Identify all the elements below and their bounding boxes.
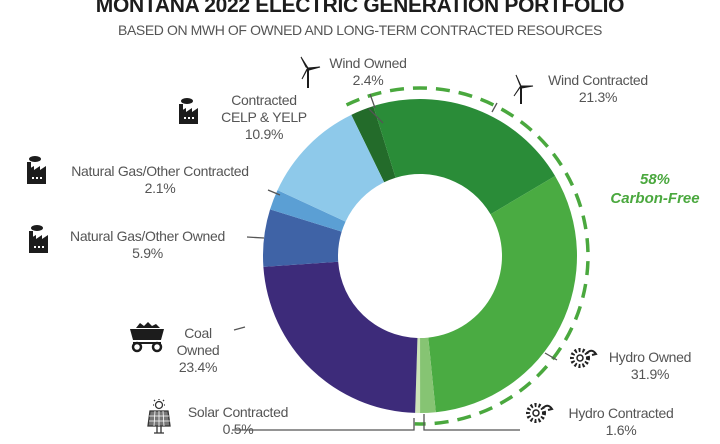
slice-wind-contracted (373, 99, 556, 215)
slice-natural-gas-other-contracted (270, 190, 346, 232)
hydro-turbine-icon (570, 348, 598, 368)
label-name: Wind Contracted (548, 72, 648, 88)
label-coal-owned: Coal Owned 23.4% (162, 325, 234, 376)
slice-wind-owned (351, 106, 396, 183)
label-value: 2.4% (352, 72, 384, 88)
chart-title: MONTANA 2022 ELECTRIC GENERATION PORTFOL… (95, 0, 625, 17)
label-name: Hydro Owned (608, 349, 692, 365)
label-name-2: CELP & YELP (221, 109, 307, 125)
label-name: Natural Gas/Other Owned (70, 228, 225, 244)
label-value: 1.6% (605, 422, 637, 438)
label-name: Solar Contracted (187, 404, 289, 420)
chart-subtitle: BASED ON MWH OF OWNED AND LONG-TERM CONT… (118, 22, 602, 38)
label-name: Contracted (231, 92, 297, 108)
carbon-free-label: Carbon-Free (610, 190, 700, 207)
label-value: 0.5% (222, 421, 254, 437)
donut-slices (263, 99, 577, 413)
slice-contracted-celp-yelp (277, 114, 385, 222)
wind-turbine-icon (300, 56, 321, 88)
factory-icon (29, 225, 48, 253)
label-name: Coal Owned (176, 325, 220, 358)
label-hydro-owned: Hydro Owned 31.9% (600, 349, 700, 383)
label-solar-contracted: Solar Contracted 0.5% (176, 404, 300, 438)
label-name: Natural Gas/Other Contracted (71, 163, 249, 179)
label-ng-owned: Natural Gas/Other Owned 5.9% (55, 228, 240, 262)
carbon-free-percent: 58% (639, 171, 671, 188)
slice-hydro-contracted (420, 337, 436, 413)
label-wind-owned: Wind Owned 2.4% (318, 55, 418, 89)
factory-icon (27, 156, 46, 184)
carbon-free-annotation: 58% Carbon-Free (600, 170, 710, 208)
wind-turbine-icon (513, 74, 534, 104)
coal-cart-icon (130, 322, 164, 353)
label-name: Hydro Contracted (568, 405, 674, 421)
leader-lines (232, 93, 558, 431)
label-value: 10.9% (244, 126, 284, 142)
label-hydro-contracted: Hydro Contracted 1.6% (556, 405, 686, 439)
slice-natural-gas-other-owned (263, 209, 342, 267)
label-wind-contracted: Wind Contracted 21.3% (528, 72, 668, 106)
label-value: 21.3% (578, 89, 618, 105)
label-ng-contracted: Natural Gas/Other Contracted 2.1% (55, 163, 265, 197)
label-contracted-celp-yelp: Contracted CELP & YELP 10.9% (204, 92, 324, 143)
slice-coal-owned (263, 261, 418, 413)
solar-panel-icon (147, 399, 171, 434)
label-value: 23.4% (178, 359, 218, 375)
label-value: 31.9% (630, 366, 670, 382)
label-value: 5.9% (132, 245, 163, 261)
factory-icon (179, 98, 198, 124)
slice-hydro-owned (428, 176, 577, 413)
label-value: 2.1% (144, 180, 176, 196)
hydro-turbine-icon (526, 403, 554, 423)
slice-solar-contracted (415, 337, 421, 413)
carbon-free-dashed-arc (345, 86, 590, 426)
label-name: Wind Owned (329, 55, 407, 71)
